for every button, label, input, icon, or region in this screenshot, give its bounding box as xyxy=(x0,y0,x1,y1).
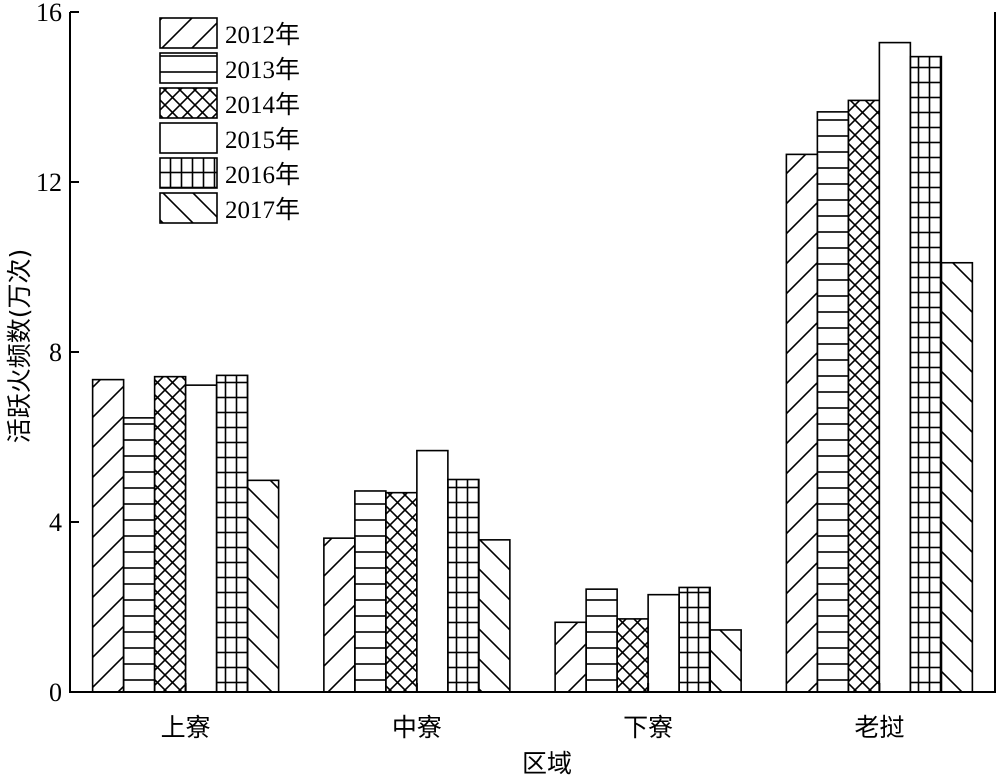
legend-item: 2016年 xyxy=(159,157,300,189)
x-tick-label: 上寮 xyxy=(161,713,211,742)
bar-2015-0 xyxy=(184,384,218,693)
legend-item: 2013年 xyxy=(159,52,300,84)
bar-2014-1 xyxy=(385,491,418,693)
legend-label: 2014年 xyxy=(225,91,300,119)
y-tick-label: 8 xyxy=(49,338,62,367)
bar-2015-3 xyxy=(878,41,912,693)
y-tick-label: 0 xyxy=(49,678,62,707)
legend: 2012年 2013年 2014年 2015年 2016年 2017年 xyxy=(159,17,300,224)
bar-2016-0 xyxy=(215,374,249,693)
y-tick-label: 4 xyxy=(49,508,62,537)
legend-label: 2017年 xyxy=(225,196,300,224)
bar-2013-2 xyxy=(585,588,618,693)
bar-2015-1 xyxy=(416,449,449,693)
y-tick-label: 12 xyxy=(36,168,62,197)
legend-item: 2012年 xyxy=(159,17,300,49)
legend-label: 2012年 xyxy=(225,21,300,49)
legend-item: 2017年 xyxy=(159,192,300,224)
y-axis-title: 活跃火频数(万次) xyxy=(5,249,34,444)
legend-swatch xyxy=(159,122,218,154)
bar-2016-1 xyxy=(447,478,480,693)
y-axis: 0 4 8 12 16 xyxy=(36,0,79,707)
x-tick-label: 下寮 xyxy=(623,713,673,742)
bar-2012-2 xyxy=(554,621,587,693)
bars-layer xyxy=(91,41,974,693)
legend-item: 2014年 xyxy=(159,87,300,119)
legend-swatch xyxy=(159,192,218,224)
x-tick-label: 老挝 xyxy=(854,713,904,742)
legend-item: 2015年 xyxy=(159,122,300,154)
bar-2014-3 xyxy=(847,99,881,693)
bar-2017-0 xyxy=(246,479,280,693)
bar-2017-2 xyxy=(709,629,742,693)
legend-label: 2016年 xyxy=(225,161,300,189)
legend-swatch xyxy=(159,17,218,49)
x-axis-title: 区域 xyxy=(522,749,572,778)
bar-2014-2 xyxy=(616,618,649,693)
bar-2013-3 xyxy=(816,111,850,693)
bar-2013-1 xyxy=(354,490,387,693)
y-tick-label: 16 xyxy=(36,0,62,27)
bar-2012-3 xyxy=(785,153,819,693)
bar-2015-2 xyxy=(647,593,680,693)
legend-label: 2015年 xyxy=(225,126,300,154)
x-tick-label: 中寮 xyxy=(392,713,442,742)
x-axis: 上寮 中寮 下寮 老挝 xyxy=(161,683,904,742)
bar-2012-0 xyxy=(91,378,125,693)
bar-2017-1 xyxy=(478,539,511,693)
bar-2016-2 xyxy=(678,586,711,693)
legend-label: 2013年 xyxy=(225,56,300,84)
legend-swatch xyxy=(159,52,218,84)
bar-2012-1 xyxy=(323,537,356,693)
legend-swatch xyxy=(159,157,218,189)
bar-2014-0 xyxy=(153,375,187,693)
bar-2016-3 xyxy=(909,55,943,693)
legend-swatch xyxy=(159,87,218,119)
bar-2017-3 xyxy=(940,261,974,693)
bar-2013-0 xyxy=(122,417,156,693)
